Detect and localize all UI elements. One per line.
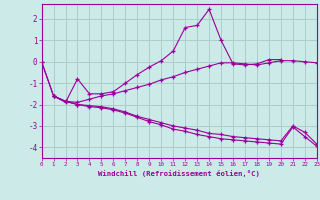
X-axis label: Windchill (Refroidissement éolien,°C): Windchill (Refroidissement éolien,°C): [98, 170, 260, 177]
